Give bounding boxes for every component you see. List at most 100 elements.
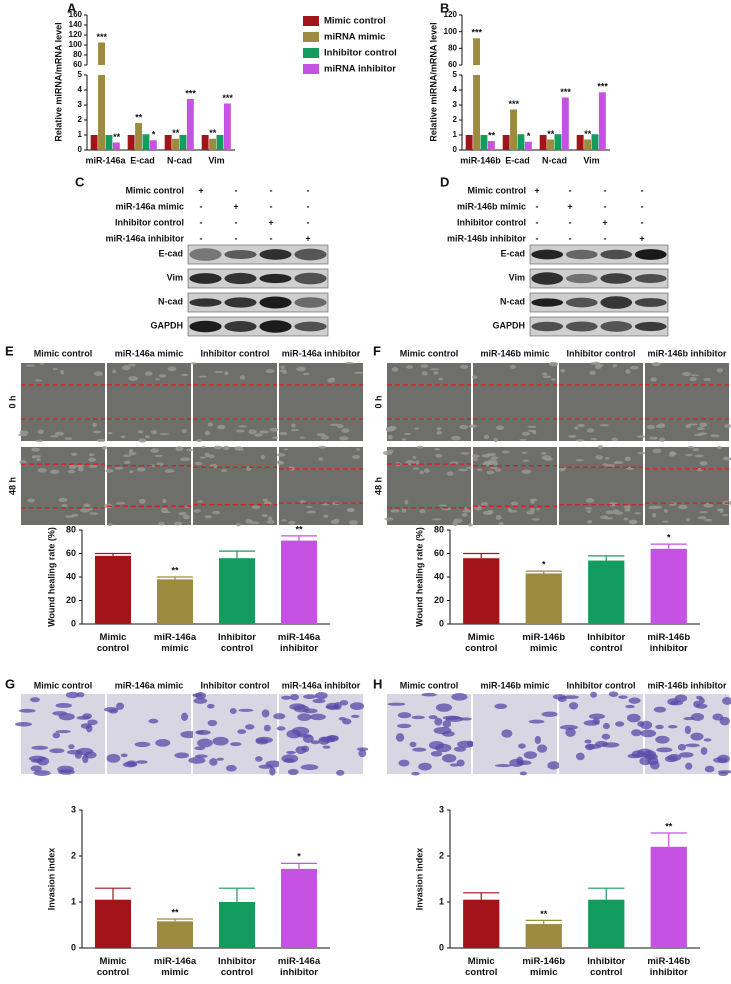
bar <box>502 135 510 150</box>
cell <box>167 366 177 372</box>
cell <box>178 511 187 516</box>
y-tick-label: 160 <box>69 10 83 19</box>
blot-band <box>294 272 327 285</box>
bar <box>157 579 193 624</box>
significance: * <box>527 131 531 141</box>
cell <box>122 761 138 768</box>
cell <box>501 450 510 454</box>
cell <box>269 767 276 776</box>
cell <box>64 437 73 440</box>
cell <box>325 702 340 711</box>
cell <box>403 432 412 435</box>
blot-band <box>531 249 564 260</box>
cell <box>634 512 641 515</box>
cell <box>18 708 36 713</box>
cell <box>521 469 532 475</box>
cell <box>453 746 467 752</box>
cell <box>482 510 493 515</box>
y-axis-label: Invasion index <box>46 848 56 911</box>
micrograph <box>645 447 729 525</box>
condition-mark: - <box>270 185 273 195</box>
cell <box>19 430 29 435</box>
cell <box>490 456 499 460</box>
band-label: GAPDH <box>150 320 183 330</box>
cell <box>93 371 104 377</box>
cell <box>196 439 203 442</box>
cell <box>529 498 538 502</box>
cell <box>88 457 96 462</box>
cell <box>204 430 211 436</box>
cell <box>519 771 528 776</box>
cell <box>291 726 310 736</box>
condition-mark: + <box>233 201 238 211</box>
cell <box>80 723 92 729</box>
cell <box>531 518 540 521</box>
cell <box>288 520 296 525</box>
y-tick-label: 4 <box>78 85 83 94</box>
cell <box>438 504 448 507</box>
cell <box>689 377 697 382</box>
blot-band <box>224 321 257 332</box>
cell <box>646 424 655 430</box>
cell <box>548 361 559 367</box>
cell <box>456 759 465 767</box>
cell <box>574 426 579 430</box>
micrograph <box>473 363 557 441</box>
column-title: miR-146a inhibitor <box>282 348 361 358</box>
cell <box>89 512 99 515</box>
cell <box>155 378 161 381</box>
cell <box>540 451 547 455</box>
cell <box>300 764 319 771</box>
y-tick-label: 60 <box>434 548 444 558</box>
cell <box>653 706 667 713</box>
panel-label: D <box>440 174 449 189</box>
legend-swatch <box>303 16 319 26</box>
cell <box>462 509 472 513</box>
significance: * <box>152 130 156 140</box>
cell <box>352 454 361 460</box>
cell <box>414 460 420 465</box>
cell <box>55 730 71 734</box>
y-tick-label: 80 <box>448 43 457 52</box>
blot-band <box>565 321 598 332</box>
cell <box>467 523 474 527</box>
significance: ** <box>172 128 180 138</box>
bar <box>525 573 562 624</box>
cell <box>148 718 159 724</box>
bar <box>510 109 517 150</box>
x-tick-label: miR-146b <box>460 155 501 165</box>
cell <box>144 435 151 439</box>
cell <box>61 503 68 508</box>
cell <box>33 770 51 776</box>
cell <box>236 522 241 527</box>
significance: *** <box>560 87 571 97</box>
significance: ** <box>540 909 548 919</box>
cell <box>698 697 705 704</box>
cell <box>698 511 708 514</box>
cell <box>286 750 296 755</box>
blot-band <box>224 249 257 260</box>
cell <box>123 460 131 465</box>
bar <box>539 135 547 150</box>
cell <box>483 434 490 440</box>
blot-strip <box>529 244 669 265</box>
cell <box>431 518 442 521</box>
cell <box>338 436 349 441</box>
y-tick-label: 80 <box>66 524 76 534</box>
y-tick-label: 80 <box>73 50 82 59</box>
bar <box>524 141 532 150</box>
cell <box>664 755 678 763</box>
y-tick-label: 1 <box>439 896 444 906</box>
cell <box>461 512 468 517</box>
x-tick-label: Vim <box>208 155 224 165</box>
cell <box>602 722 610 730</box>
cell <box>547 761 561 770</box>
bar <box>591 134 599 150</box>
y-tick-label: 2 <box>453 115 458 124</box>
cell <box>238 425 247 428</box>
cell <box>544 457 553 461</box>
cell <box>305 505 313 508</box>
blot-strip <box>529 292 669 313</box>
cell <box>92 422 98 428</box>
blot-band <box>634 274 667 283</box>
